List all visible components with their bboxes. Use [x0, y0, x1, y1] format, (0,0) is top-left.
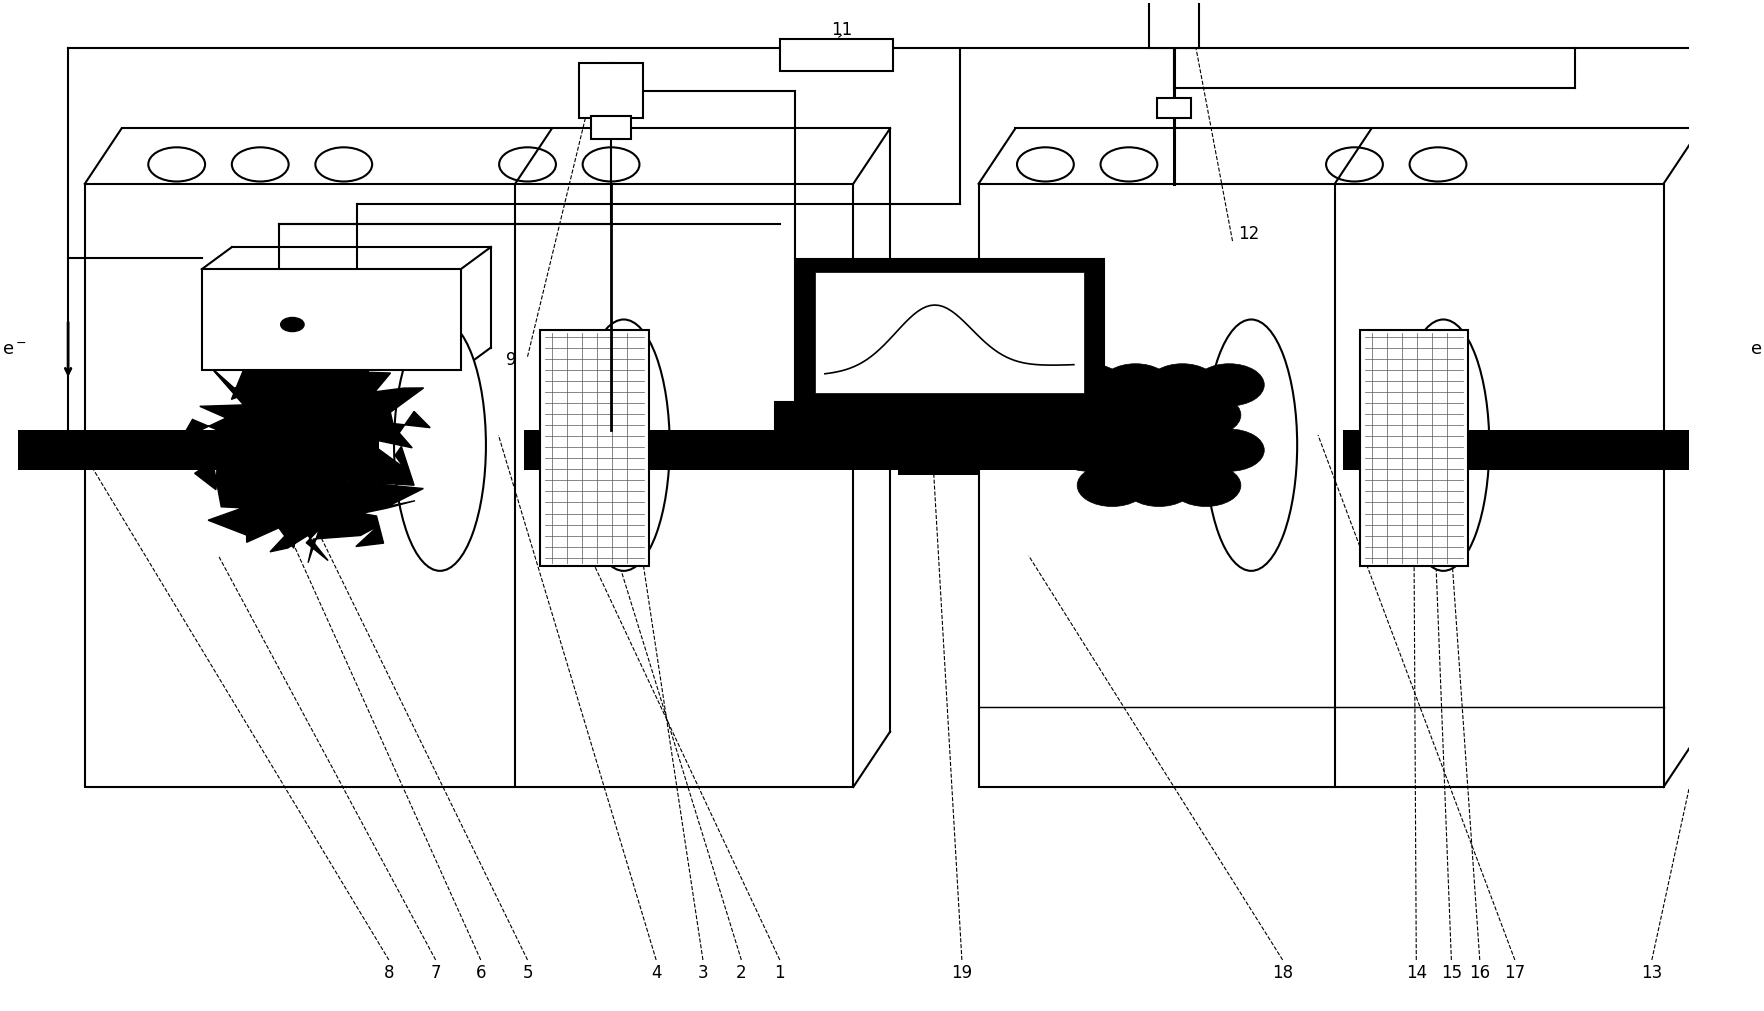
- Bar: [815, 272, 1083, 393]
- Bar: [85, 184, 854, 787]
- Text: 8: 8: [383, 964, 393, 982]
- Circle shape: [1147, 429, 1217, 471]
- Bar: [1157, 98, 1191, 118]
- Bar: [774, 402, 1124, 430]
- Bar: [9, 430, 379, 470]
- Text: 10: 10: [383, 285, 404, 303]
- Bar: [1342, 430, 1734, 470]
- Ellipse shape: [393, 319, 485, 571]
- Circle shape: [1147, 364, 1217, 406]
- Circle shape: [1101, 429, 1171, 471]
- Text: 1: 1: [774, 964, 785, 982]
- Circle shape: [1194, 429, 1265, 471]
- Bar: [1360, 330, 1468, 566]
- Bar: [780, 39, 893, 71]
- Circle shape: [1078, 464, 1147, 507]
- Circle shape: [1194, 364, 1265, 406]
- Circle shape: [1124, 394, 1194, 436]
- Text: 5: 5: [522, 964, 533, 982]
- Bar: [1692, 433, 1739, 467]
- Text: 14: 14: [1406, 964, 1427, 982]
- Text: 18: 18: [1272, 964, 1293, 982]
- Bar: [591, 116, 632, 139]
- Ellipse shape: [1397, 319, 1489, 571]
- Circle shape: [1171, 394, 1240, 436]
- Text: e$^-$: e$^-$: [2, 341, 26, 359]
- Text: 3: 3: [697, 964, 709, 982]
- Text: 6: 6: [476, 964, 487, 982]
- Text: 4: 4: [651, 964, 662, 982]
- Text: 13: 13: [1641, 964, 1662, 982]
- Text: 11: 11: [831, 21, 852, 39]
- Bar: [898, 425, 979, 475]
- Text: 12: 12: [1238, 225, 1259, 243]
- Ellipse shape: [1205, 319, 1297, 571]
- Ellipse shape: [579, 319, 670, 571]
- Bar: [1148, 0, 1200, 49]
- Text: 16: 16: [1469, 964, 1491, 982]
- Circle shape: [1078, 394, 1147, 436]
- Circle shape: [1053, 364, 1124, 406]
- Circle shape: [1124, 464, 1194, 507]
- Text: e$^-$: e$^-$: [1750, 341, 1764, 359]
- Text: 15: 15: [1441, 964, 1462, 982]
- Text: 17: 17: [1505, 964, 1526, 982]
- Text: e$^-$: e$^-$: [926, 356, 951, 374]
- Bar: [979, 184, 1663, 787]
- Polygon shape: [182, 334, 430, 563]
- Bar: [540, 330, 649, 566]
- Circle shape: [1053, 429, 1124, 471]
- Bar: [524, 430, 924, 470]
- Bar: [796, 259, 1104, 405]
- Circle shape: [1101, 364, 1171, 406]
- Circle shape: [1171, 464, 1240, 507]
- Text: 9: 9: [506, 351, 517, 369]
- Text: 7: 7: [430, 964, 441, 982]
- Bar: [201, 269, 460, 370]
- Bar: [579, 63, 642, 118]
- Bar: [882, 433, 931, 467]
- Text: 19: 19: [951, 964, 972, 982]
- Circle shape: [280, 317, 303, 332]
- Text: 2: 2: [736, 964, 746, 982]
- Bar: [894, 430, 1224, 470]
